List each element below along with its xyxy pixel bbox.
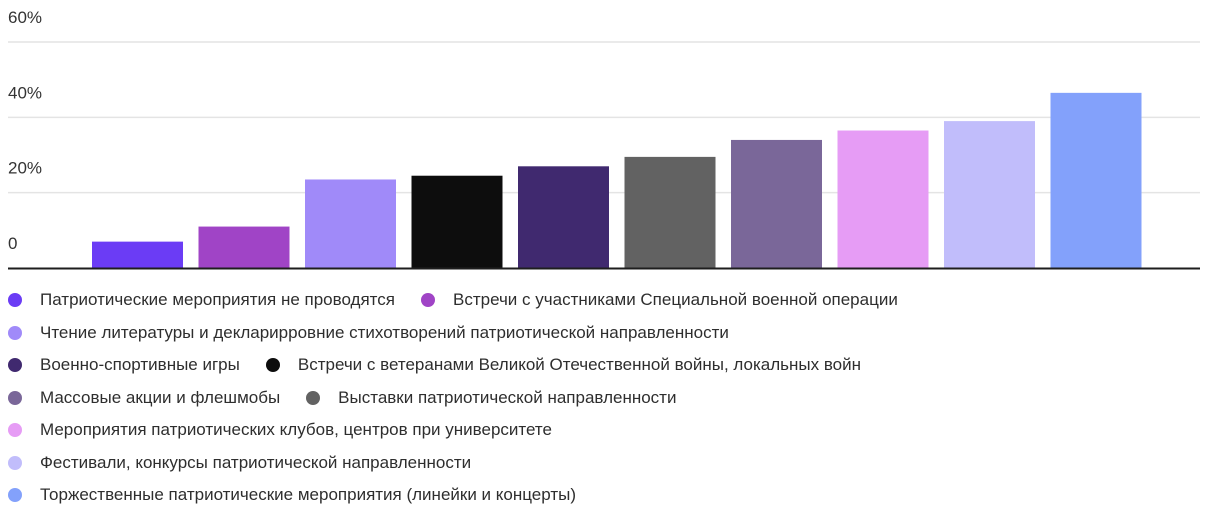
- bar: [198, 226, 290, 268]
- legend-item: Военно-спортивные игры: [8, 355, 240, 375]
- legend-marker-icon: [8, 390, 22, 405]
- y-tick-label: 40%: [8, 83, 42, 102]
- legend-marker-icon: [306, 390, 321, 405]
- bar: [92, 241, 183, 268]
- legend-item: Встречи с ветеранами Великой Отечественн…: [265, 355, 862, 375]
- bar: [944, 121, 1035, 268]
- legend-row: Мероприятия патриотических клубов, центр…: [8, 414, 1188, 447]
- legend-marker-icon: [420, 293, 435, 308]
- legend-item: Чтение литературы и декларирровние стихо…: [8, 323, 729, 343]
- legend-row: Военно-спортивные игры Встречи с ветерана…: [8, 349, 1188, 382]
- y-tick-label: 60%: [8, 8, 42, 27]
- legend-row: Чтение литературы и декларирровние стихо…: [8, 317, 1188, 350]
- legend-row: Патриотические мероприятия не проводятся…: [8, 284, 1188, 317]
- bar-chart: 0 20% 40% 60%: [8, 8, 1200, 270]
- legend-label: Выставки патриотической направленности: [338, 387, 677, 407]
- legend-item: Фестивали, конкурсы патриотической напра…: [8, 453, 471, 473]
- legend-label: Встречи с участниками Специальной военно…: [452, 290, 898, 310]
- legend-label: Массовые акции и флешмобы: [40, 387, 281, 407]
- legend-marker-icon: [8, 358, 22, 373]
- legend-item: Выставки патриотической направленности: [306, 388, 676, 408]
- legend-row: Массовые акции и флешмобы Выставки патрио…: [8, 382, 1188, 415]
- legend-marker-icon: [8, 455, 22, 470]
- legend-label: Патриотические мероприятия не проводятся: [40, 290, 395, 310]
- legend-item: Патриотические мероприятия не проводятся: [8, 290, 395, 310]
- legend-marker-icon: [8, 325, 22, 340]
- legend-label: Военно-спортивные игры: [40, 355, 240, 375]
- legend-label: Торжественные патриотические мероприятия…: [40, 485, 576, 505]
- bar: [731, 139, 822, 268]
- bar: [518, 166, 609, 268]
- bar: [837, 130, 929, 268]
- legend-label: Встречи с ветеранами Великой Отечественн…: [297, 355, 862, 375]
- legend-marker-icon: [8, 423, 22, 438]
- legend-marker-icon: [8, 488, 22, 503]
- legend-row: Торжественные патриотические мероприятия…: [8, 479, 1188, 512]
- legend-marker-icon: [8, 293, 22, 308]
- bar: [1050, 92, 1142, 268]
- bar: [305, 179, 396, 268]
- legend-item: Массовые акции и флешмобы: [8, 388, 280, 408]
- legend-item: Торжественные патриотические мероприятия…: [8, 485, 576, 505]
- legend-label: Мероприятия патриотических клубов, центр…: [40, 420, 552, 440]
- y-tick-label: 0: [8, 234, 17, 253]
- bar: [411, 175, 503, 268]
- y-tick-label: 20%: [8, 159, 42, 178]
- legend-marker-icon: [265, 358, 280, 373]
- legend-label: Чтение литературы и декларирровние стихо…: [40, 322, 729, 342]
- chart-legend: Патриотические мероприятия не проводятся…: [8, 284, 1188, 512]
- legend-row: Фестивали, конкурсы патриотической напра…: [8, 447, 1188, 480]
- legend-label: Фестивали, конкурсы патриотической напра…: [40, 452, 472, 472]
- bar: [624, 156, 716, 268]
- legend-item: Встречи с участниками Специальной военно…: [420, 290, 898, 310]
- legend-item: Мероприятия патриотических клубов, центр…: [8, 420, 552, 440]
